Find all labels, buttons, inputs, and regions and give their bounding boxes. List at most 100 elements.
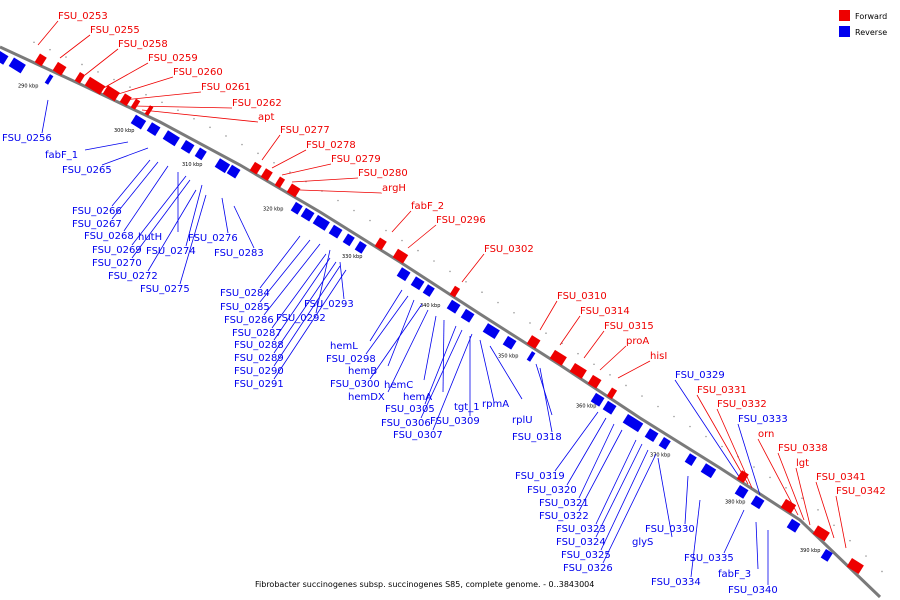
reverse-gene[interactable] — [180, 139, 195, 154]
reverse-gene[interactable] — [786, 518, 801, 533]
reverse-gene[interactable] — [526, 351, 536, 362]
forward-gene[interactable] — [274, 176, 286, 189]
gene-label-reverse[interactable]: FSU_0266 — [72, 206, 122, 217]
gene-label-reverse[interactable]: hutH — [138, 232, 162, 243]
gene-label-reverse[interactable]: FSU_0265 — [62, 165, 112, 176]
forward-gene[interactable] — [74, 72, 86, 84]
gene-label-forward[interactable]: apt — [258, 112, 274, 123]
gene-label-forward[interactable]: FSU_0310 — [557, 291, 607, 302]
gene-label-reverse[interactable]: FSU_0270 — [92, 258, 142, 269]
gene-label-forward[interactable]: FSU_0331 — [697, 385, 747, 396]
gene-label-forward[interactable]: FSU_0333 — [738, 414, 788, 425]
forward-gene[interactable] — [606, 387, 618, 400]
gene-label-forward[interactable]: proA — [626, 336, 649, 347]
reverse-gene[interactable] — [658, 437, 671, 450]
reverse-gene[interactable] — [226, 164, 241, 179]
gene-label-forward[interactable]: FSU_0260 — [173, 67, 223, 78]
gene-label-forward[interactable]: FSU_0342 — [836, 486, 886, 497]
gene-label-forward[interactable]: FSU_0341 — [816, 472, 866, 483]
gene-label-reverse[interactable]: FSU_0286 — [224, 315, 274, 326]
forward-gene[interactable] — [549, 349, 567, 366]
gene-label-reverse[interactable]: FSU_0269 — [92, 245, 142, 256]
gene-label-reverse[interactable]: FSU_0292 — [276, 313, 326, 324]
gene-label-forward[interactable]: FSU_0296 — [436, 215, 486, 226]
gene-label-forward[interactable]: hisI — [650, 351, 667, 362]
gene-label-reverse[interactable]: FSU_0323 — [556, 524, 606, 535]
gene-label-reverse[interactable]: FSU_0330 — [645, 524, 695, 535]
gene-label-forward[interactable]: FSU_0338 — [778, 443, 828, 454]
reverse-gene[interactable] — [162, 130, 180, 147]
gene-label-reverse[interactable]: fabF_1 — [45, 150, 78, 161]
gene-label-reverse[interactable]: FSU_0274 — [146, 246, 196, 257]
gene-label-reverse[interactable]: FSU_0321 — [539, 498, 589, 509]
reverse-gene[interactable] — [146, 122, 161, 136]
forward-gene[interactable] — [34, 53, 47, 67]
reverse-gene[interactable] — [602, 400, 617, 415]
reverse-gene[interactable] — [446, 299, 461, 314]
gene-label-reverse[interactable]: FSU_0305 — [385, 404, 435, 415]
gene-label-reverse[interactable]: tgt_1 — [454, 402, 480, 413]
gene-label-forward[interactable]: FSU_0277 — [280, 125, 330, 136]
reverse-gene[interactable] — [502, 335, 517, 350]
gene-label-reverse[interactable]: FSU_0285 — [220, 302, 270, 313]
gene-label-reverse[interactable]: FSU_0298 — [326, 354, 376, 365]
forward-gene[interactable] — [286, 183, 301, 198]
reverse-gene[interactable] — [482, 323, 500, 339]
reverse-gene[interactable] — [590, 392, 605, 407]
gene-label-reverse[interactable]: FSU_0267 — [72, 219, 122, 230]
gene-label-reverse[interactable]: FSU_0322 — [539, 511, 589, 522]
gene-label-forward[interactable]: FSU_0314 — [580, 306, 630, 317]
reverse-gene[interactable] — [194, 147, 207, 161]
gene-label-reverse[interactable]: FSU_0324 — [556, 537, 606, 548]
gene-label-reverse[interactable]: hemB — [348, 366, 377, 377]
reverse-gene[interactable] — [328, 224, 343, 239]
gene-label-reverse[interactable]: FSU_0340 — [728, 585, 778, 596]
reverse-gene[interactable] — [44, 74, 54, 85]
gene-label-forward[interactable]: FSU_0258 — [118, 39, 168, 50]
gene-label-reverse[interactable]: FSU_0275 — [140, 284, 190, 295]
gene-label-reverse[interactable]: FSU_0272 — [108, 271, 158, 282]
forward-gene[interactable] — [449, 285, 461, 298]
gene-label-reverse[interactable]: FSU_0287 — [232, 328, 282, 339]
gene-label-reverse[interactable]: hemL — [330, 341, 358, 352]
gene-label-reverse[interactable]: FSU_0300 — [330, 379, 380, 390]
forward-gene[interactable] — [392, 248, 409, 264]
forward-gene[interactable] — [526, 335, 541, 349]
gene-label-reverse[interactable]: rpmA — [482, 399, 509, 410]
reverse-gene[interactable] — [342, 233, 355, 247]
gene-label-reverse[interactable]: FSU_0268 — [84, 231, 134, 242]
forward-gene[interactable] — [144, 105, 154, 116]
gene-label-reverse[interactable]: glyS — [632, 537, 653, 548]
gene-label-forward[interactable]: FSU_0315 — [604, 321, 654, 332]
gene-label-reverse[interactable]: FSU_0309 — [430, 416, 480, 427]
forward-gene[interactable] — [736, 470, 749, 484]
gene-label-forward[interactable]: orn — [758, 429, 774, 440]
gene-label-forward[interactable]: FSU_0279 — [331, 154, 381, 165]
gene-label-forward[interactable]: FSU_0253 — [58, 11, 108, 22]
forward-gene[interactable] — [119, 93, 132, 107]
reverse-gene[interactable] — [820, 549, 833, 562]
forward-gene[interactable] — [812, 525, 830, 542]
reverse-gene[interactable] — [8, 57, 26, 74]
gene-label-reverse[interactable]: hemC — [384, 380, 413, 391]
reverse-gene[interactable] — [422, 284, 435, 297]
reverse-gene[interactable] — [460, 308, 475, 323]
forward-gene[interactable] — [846, 558, 864, 574]
gene-label-reverse[interactable]: rplU — [512, 415, 533, 426]
gene-label-reverse[interactable]: FSU_0326 — [563, 563, 613, 574]
gene-label-reverse[interactable]: FSU_0290 — [234, 366, 284, 377]
gene-label-forward[interactable]: FSU_0329 — [675, 370, 725, 381]
reverse-gene[interactable] — [130, 114, 147, 130]
forward-gene[interactable] — [84, 76, 106, 95]
gene-label-reverse[interactable]: FSU_0276 — [188, 233, 238, 244]
forward-gene[interactable] — [52, 61, 67, 76]
forward-gene[interactable] — [780, 498, 797, 514]
reverse-gene[interactable] — [684, 453, 697, 466]
gene-label-reverse[interactable]: FSU_0319 — [515, 471, 565, 482]
gene-label-forward[interactable]: argH — [382, 183, 406, 194]
gene-label-reverse[interactable]: FSU_0256 — [2, 133, 52, 144]
reverse-gene[interactable] — [734, 485, 749, 499]
forward-gene[interactable] — [569, 362, 587, 379]
gene-label-forward[interactable]: lgt — [796, 458, 809, 469]
gene-label-reverse[interactable]: hemDX — [348, 392, 385, 403]
